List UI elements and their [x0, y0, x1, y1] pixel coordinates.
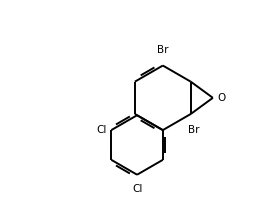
Text: Cl: Cl	[133, 185, 143, 194]
Text: Cl: Cl	[96, 125, 107, 135]
Text: Br: Br	[188, 125, 200, 135]
Text: O: O	[218, 93, 226, 103]
Text: Br: Br	[157, 45, 169, 55]
